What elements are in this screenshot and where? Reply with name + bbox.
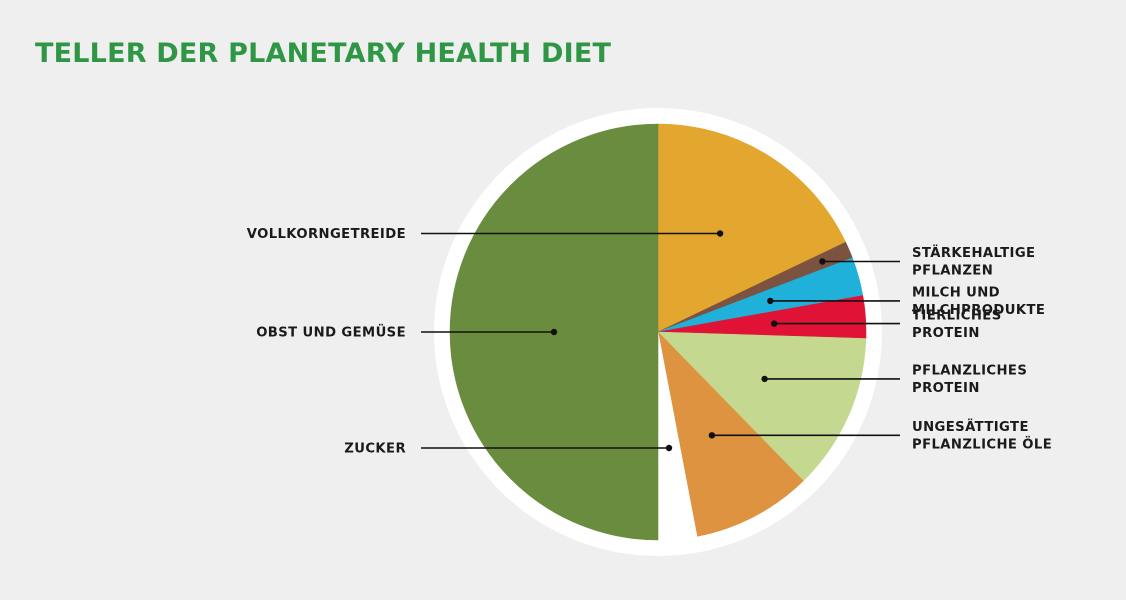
label-line-obst-und-gemuese-0: OBST UND GEMÜSE [256,323,406,341]
label-line-staerkehaltige-pflanzen-1: PFLANZEN [912,264,993,279]
leader-dot-pflanzliches-protein [761,375,768,383]
leader-dot-tierliches-protein [771,320,778,327]
label-line-milch-und-milchprodukte-0: MILCH UND [912,286,1000,301]
label-line-pflanzliches-protein-1: PROTEIN [912,381,980,396]
slice-ungesaettigte-pflanzliche-oele [657,331,804,537]
label-line-zucker-0: ZUCKER [344,442,406,457]
leader-dot-ungesaettigte-pflanzliche-oele [708,432,716,439]
label-obst-und-gemuese: OBST UND GEMÜSE [256,323,406,341]
label-line-tierliches-protein-0: TIERLICHES [912,308,1002,323]
label-staerkehaltige-pflanzen: STÄRKEHALTIGE PFLANZEN [912,244,1035,279]
label-vollkorngetreide: VOLLKORNGETREIDE [247,227,406,242]
label-line-ungesaettigte-pflanzliche-oele-0: UNGESÄTTIGTE [912,418,1029,435]
leader-dot-zucker [665,444,673,452]
leader-dot-staerkehaltige-pflanzen [819,258,826,265]
leader-lines [421,230,900,452]
slice-vollkorngetreide [657,123,847,333]
label-milch-und-milchprodukte: MILCH UND MILCHPRODUKTE [912,286,1045,319]
leader-dot-vollkorngetreide [716,230,724,237]
label-line-pflanzliches-protein-0: PFLANZLICHES [912,364,1027,379]
chart-title: TELLER DER PLANETARY HEALTH DIET [35,38,612,69]
label-tierliches-protein: TIERLICHES PROTEIN [912,308,1002,341]
label-ungesaettigte-pflanzliche-oele: UNGESÄTTIGTE PFLANZLICHE ÖLE [912,418,1052,453]
label-line-staerkehaltige-pflanzen-0: STÄRKEHALTIGE [912,244,1035,261]
label-line-vollkorngetreide-0: VOLLKORNGETREIDE [247,227,406,242]
label-line-ungesaettigte-pflanzliche-oele-1: PFLANZLICHE ÖLE [912,435,1052,453]
leader-dot-obst-und-gemuese [550,328,558,336]
label-zucker: ZUCKER [344,442,406,457]
label-pflanzliches-protein: PFLANZLICHES PROTEIN [912,364,1027,397]
label-line-tierliches-protein-1: PROTEIN [912,326,980,341]
slice-labels: VOLLKORNGETREIDE STÄRKEHALTIGE PFLANZEN MIL… [247,227,1052,457]
leader-dot-milch-und-milchprodukte [767,297,774,305]
label-line-milch-und-milchprodukte-1: MILCHPRODUKTE [912,303,1045,318]
slice-pflanzliches-protein [657,331,867,482]
